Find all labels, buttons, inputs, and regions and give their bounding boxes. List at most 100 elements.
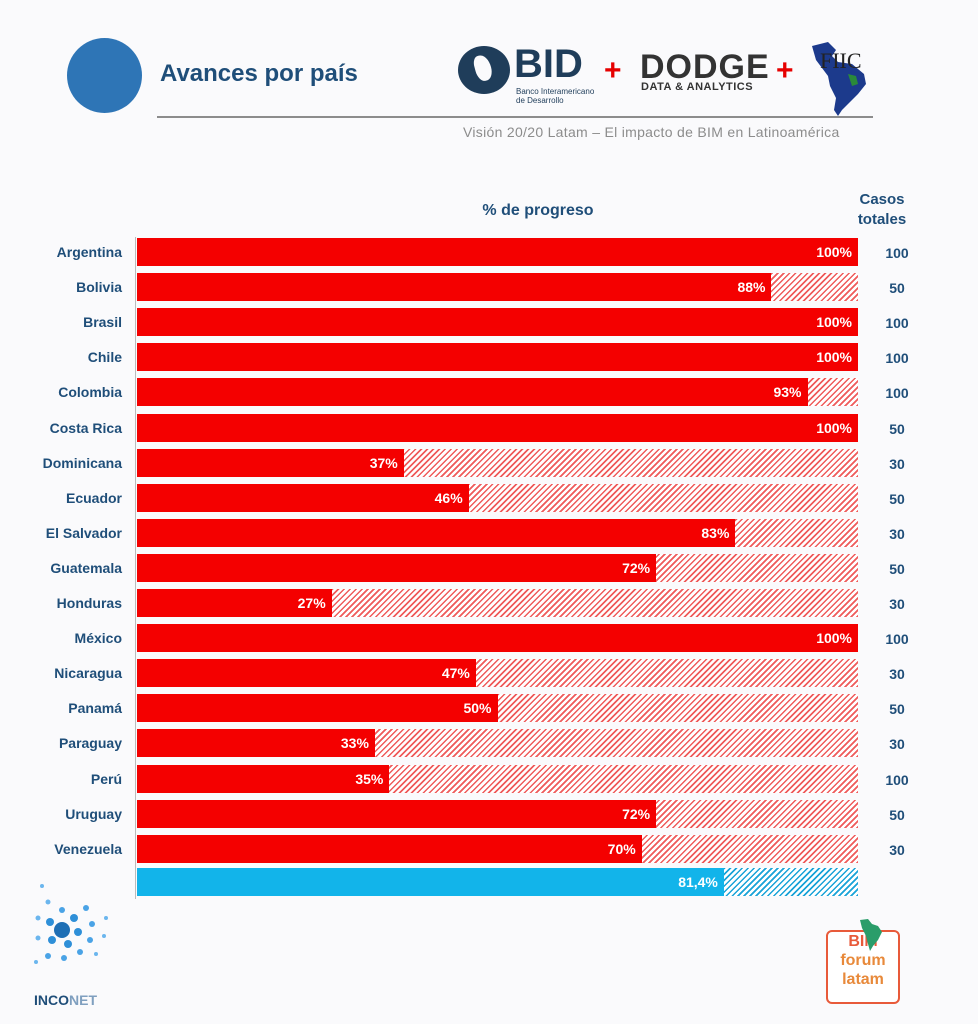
country-label: El Salvador (45, 524, 122, 541)
bar-row: Guatemala 72% 50 (0, 553, 978, 582)
cases-value: 30 (889, 455, 905, 472)
bar: 47% (137, 659, 476, 688)
country-label: Nicaragua (54, 665, 122, 682)
cases-value: 30 (889, 596, 905, 612)
bar: 35% (137, 764, 390, 793)
cases-value: 30 (889, 666, 905, 683)
page-title: Avances por país (160, 60, 358, 87)
cases-value: 100 (885, 350, 909, 367)
country-label: Guatemala (50, 559, 122, 576)
latin-america-map-icon (860, 919, 882, 951)
bar: 88% (137, 273, 772, 302)
bid-logo-subtitle: Banco Interamericano de Desarrollo (516, 87, 595, 105)
bar: 37% (137, 448, 404, 477)
cases-value: 100 (885, 385, 909, 402)
cases-value: 100 (885, 245, 909, 261)
country-label: Perú (90, 770, 122, 787)
chart-title: % de progreso (482, 202, 594, 219)
bar: 46% (137, 483, 469, 512)
country-label: Colombia (58, 384, 122, 401)
plus-icon: + (604, 54, 622, 87)
total-bar-track: 81,4% (137, 868, 858, 896)
bar-remaining: 100% (137, 238, 858, 266)
bar-remaining: 27% (137, 589, 858, 617)
bar-row: Chile 100% 100 (0, 343, 978, 372)
bar: 83% (137, 518, 736, 547)
bar-row: Perú 35% 100 (0, 764, 978, 793)
total-bar-label: 81,4% (678, 874, 718, 890)
cases-value: 50 (889, 280, 905, 297)
bar-remaining: 33% (137, 729, 858, 758)
bar-value-label: 83% (701, 524, 730, 541)
bar: 100% (137, 308, 858, 337)
country-label: Honduras (56, 595, 122, 611)
bar-remaining: 37% (137, 448, 858, 477)
bar-value-label: 27% (297, 595, 326, 611)
bar-value-label: 33% (340, 735, 369, 752)
bar-value-label: 72% (622, 805, 651, 822)
bar-row: Costa Rica 100% 50 (0, 413, 978, 442)
bar-remaining: 83% (137, 518, 858, 547)
bid-logo-text: BID (514, 42, 583, 86)
cases-value: 100 (885, 771, 909, 788)
bar: 27% (137, 589, 332, 617)
country-label: Dominicana (42, 454, 122, 471)
cases-value: 50 (889, 490, 905, 507)
bar-value-label: 93% (773, 384, 802, 401)
bar-value-label: 100% (816, 244, 852, 260)
bar-value-label: 37% (369, 454, 398, 471)
inconet-logo-text: INCONET (34, 992, 97, 1008)
bar: 100% (137, 238, 858, 266)
bar-row: Venezuela 70% 30 (0, 834, 978, 863)
bar-remaining: 72% (137, 799, 858, 828)
bar-remaining: 100% (137, 624, 858, 653)
country-label: Argentina (56, 244, 122, 260)
bar-row: Paraguay 33% 30 (0, 729, 978, 758)
inconet-logo-icon (34, 884, 108, 964)
bar-row: Brasil 100% 100 (0, 308, 978, 337)
bar-value-label: 47% (441, 665, 470, 682)
cases-value: 50 (889, 420, 905, 437)
latin-america-map-icon (812, 42, 866, 116)
bar-row: Colombia 93% 100 (0, 378, 978, 407)
country-label: Ecuador (65, 489, 122, 506)
inconet-logo-part-net: NET (69, 992, 97, 1008)
bar: 93% (137, 378, 808, 407)
country-label: Bolivia (76, 279, 122, 296)
header-divider (157, 116, 873, 118)
bar-remaining: 100% (137, 343, 858, 372)
bar: 72% (137, 553, 657, 582)
bim-forum-latam-logo: BIM forum latam (826, 930, 900, 1004)
dodge-logo-subtitle: DATA & ANALYTICS (641, 81, 754, 93)
bar-value-label: 88% (737, 279, 766, 296)
country-label: Venezuela (54, 840, 122, 857)
cases-value: 50 (889, 701, 905, 718)
bar-remaining: 100% (137, 413, 858, 442)
bar-value-label: 100% (816, 419, 852, 436)
cases-value: 30 (889, 525, 905, 542)
page-subtitle: Visión 20/20 Latam – El impacto de BIM e… (463, 124, 840, 140)
chart-axis-line (135, 237, 136, 899)
dodge-logo-text: DODGE (640, 48, 770, 86)
globe-icon (458, 46, 510, 94)
cases-value: 30 (889, 841, 905, 858)
bid-logo: BID Banco Interamericano de Desarrollo (458, 42, 594, 105)
bar-value-label: 46% (434, 489, 463, 506)
bar-row: Dominicana 37% 30 (0, 448, 978, 477)
cases-value: 50 (889, 806, 905, 823)
header-circle-decoration (67, 38, 142, 113)
country-label: Brasil (83, 314, 122, 331)
country-label: Uruguay (65, 805, 122, 822)
bar-row: Panamá 50% 50 (0, 694, 978, 723)
bar-row: México 100% 100 (0, 624, 978, 653)
bar-row: Bolivia 88% 50 (0, 273, 978, 302)
country-label: Chile (87, 349, 122, 366)
bar-remaining: 72% (137, 553, 858, 582)
bar: 100% (137, 343, 858, 372)
bar-row: Nicaragua 47% 30 (0, 659, 978, 688)
bar-remaining: 35% (137, 764, 858, 793)
bar-remaining: 100% (137, 308, 858, 337)
cases-value: 100 (885, 315, 909, 332)
bar-row: Ecuador 46% 50 (0, 483, 978, 512)
country-label: Costa Rica (49, 419, 122, 436)
